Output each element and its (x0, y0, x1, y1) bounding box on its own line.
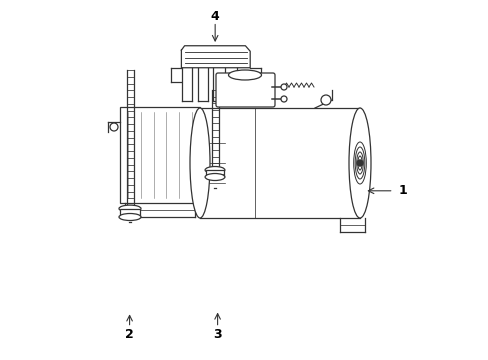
Ellipse shape (348, 108, 370, 218)
Ellipse shape (119, 213, 141, 220)
Text: 3: 3 (213, 328, 222, 341)
Bar (205, 170, 224, 177)
Bar (120, 107, 200, 203)
Circle shape (320, 95, 330, 105)
FancyBboxPatch shape (216, 73, 274, 107)
Ellipse shape (228, 70, 261, 80)
Text: 2: 2 (125, 328, 134, 341)
Ellipse shape (119, 205, 141, 212)
Text: 1: 1 (398, 184, 407, 197)
Ellipse shape (190, 108, 209, 218)
Ellipse shape (204, 174, 224, 180)
Circle shape (281, 96, 286, 102)
Circle shape (281, 84, 286, 90)
Bar (120, 208, 140, 217)
Circle shape (110, 123, 118, 131)
Ellipse shape (204, 166, 224, 174)
Text: 4: 4 (210, 10, 219, 23)
Circle shape (356, 160, 362, 166)
